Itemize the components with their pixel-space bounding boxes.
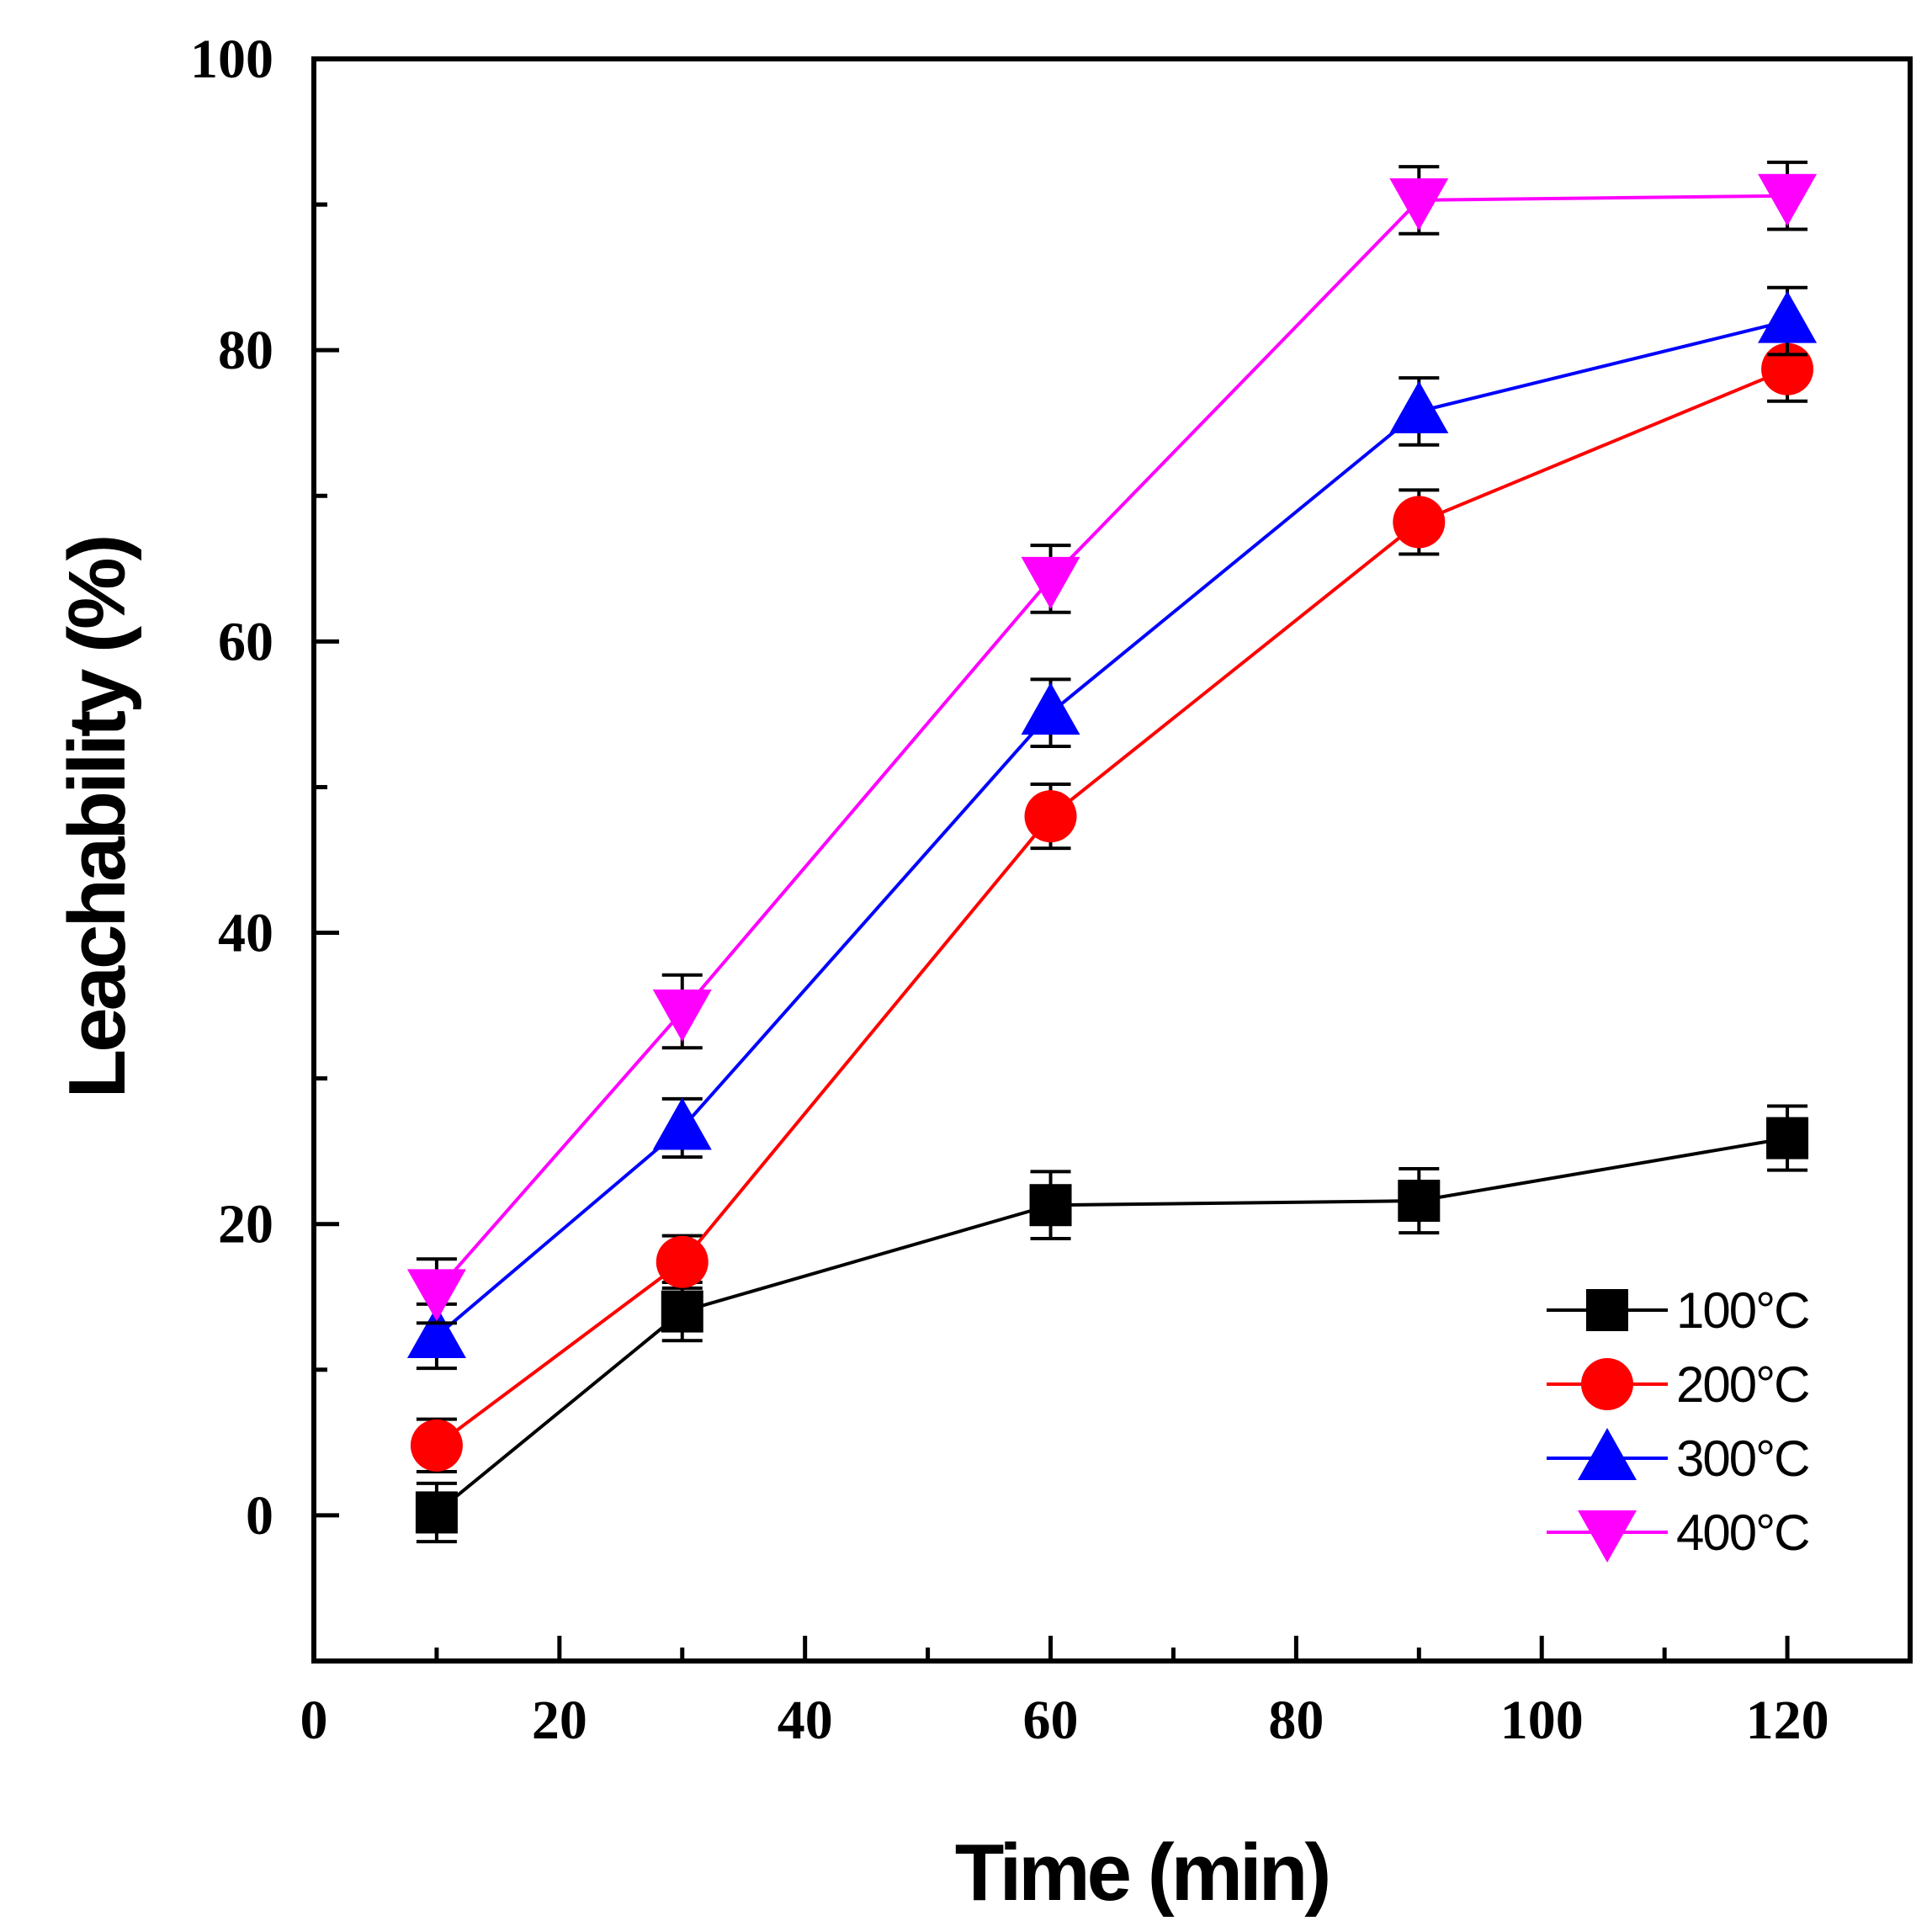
legend-label: 400°C — [1676, 1504, 1809, 1561]
x-tick-label: 120 — [1746, 1690, 1829, 1751]
data-point — [652, 990, 712, 1043]
data-point — [1389, 380, 1449, 433]
series-layer — [406, 160, 1818, 1544]
legend-item: 200°C — [1547, 1356, 1811, 1413]
x-tick-label: 100 — [1500, 1690, 1584, 1751]
series-line — [435, 367, 1788, 1447]
plot-frame-layer — [311, 56, 1913, 1664]
legend: 100°C 200°C 300°C 400°C — [1547, 1282, 1811, 1563]
legend-marker — [1578, 1510, 1637, 1563]
y-tick-label: 20 — [218, 1194, 273, 1255]
legend-label: 300°C — [1676, 1430, 1809, 1487]
y-tick-label: 100 — [190, 29, 273, 90]
data-point — [1766, 1117, 1809, 1159]
data-point — [1393, 496, 1446, 549]
x-tick-label: 80 — [1268, 1690, 1324, 1751]
data-point — [1021, 556, 1080, 609]
data-point — [652, 1097, 712, 1150]
y-axis-title: Leachability (%) — [52, 538, 142, 1099]
x-tick-label: 20 — [532, 1690, 587, 1751]
data-point — [1758, 290, 1818, 343]
x-tick-label: 0 — [300, 1690, 328, 1751]
legend-label: 100°C — [1676, 1282, 1809, 1339]
legend-item: 400°C — [1547, 1504, 1811, 1563]
legend-item: 300°C — [1547, 1428, 1811, 1487]
y-tick-label: 60 — [218, 611, 273, 672]
data-point — [410, 1419, 463, 1472]
axis-ticks-layer: 0 20 40 60 80 100 0 20 40 60 80 100 120 — [190, 29, 1829, 1751]
data-point — [1029, 1184, 1072, 1227]
legend-marker — [1586, 1289, 1628, 1331]
data-point — [406, 1269, 466, 1322]
series-line — [435, 319, 1788, 1338]
legend-item: 100°C — [1547, 1282, 1811, 1339]
series-line — [435, 1136, 1788, 1514]
y-tick-label: 40 — [218, 903, 273, 964]
series-300c — [406, 285, 1818, 1371]
data-point — [1389, 178, 1449, 231]
y-tick-label: 80 — [218, 320, 273, 381]
data-point — [656, 1235, 709, 1288]
x-tick-label: 40 — [778, 1690, 833, 1751]
series-100c — [415, 1104, 1809, 1544]
data-point — [406, 1306, 466, 1359]
legend-marker — [1581, 1358, 1633, 1410]
series-400c — [406, 160, 1818, 1325]
y-tick-label: 0 — [246, 1485, 273, 1547]
data-point — [661, 1290, 703, 1333]
data-point — [1758, 173, 1818, 226]
legend-marker — [1578, 1428, 1637, 1480]
x-tick-label: 60 — [1023, 1690, 1079, 1751]
data-point — [1024, 790, 1077, 843]
series-line — [435, 194, 1788, 1292]
legend-label: 200°C — [1676, 1356, 1809, 1413]
x-axis-title: Time (min) — [955, 1828, 1329, 1917]
plot-frame — [311, 56, 1913, 1664]
data-point — [1021, 682, 1080, 735]
data-point — [415, 1491, 458, 1534]
data-point — [1398, 1180, 1441, 1223]
